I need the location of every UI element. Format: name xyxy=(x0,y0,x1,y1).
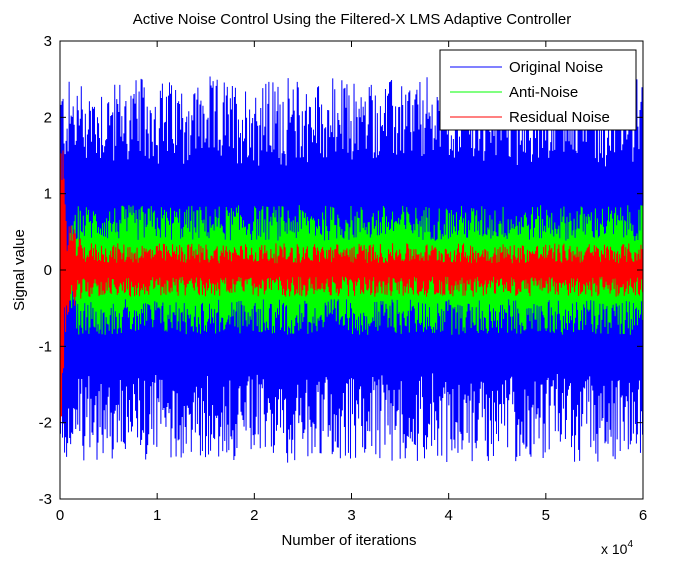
x-tick-label: 3 xyxy=(347,507,355,524)
y-axis-label: Signal value xyxy=(11,229,28,311)
x-multiplier-base: x 10 xyxy=(601,541,628,557)
y-tick-label: 1 xyxy=(44,186,52,203)
y-tick-label: -3 xyxy=(39,491,52,508)
x-tick-label: 1 xyxy=(153,507,161,524)
x-tick-label: 4 xyxy=(444,507,452,524)
x-tick-label: 0 xyxy=(56,507,64,524)
y-tick-label: 3 xyxy=(44,33,52,50)
x-tick-label: 5 xyxy=(542,507,550,524)
x-multiplier-exponent: 4 xyxy=(627,539,633,550)
chart-title: Active Noise Control Using the Filtered-… xyxy=(133,11,572,28)
legend-label: Original Noise xyxy=(509,59,603,76)
x-multiplier: x 104 xyxy=(601,539,633,557)
x-tick-label: 6 xyxy=(639,507,647,524)
legend: Original Noise Anti-Noise Residual Noise xyxy=(439,49,637,131)
y-tick-label: -1 xyxy=(39,338,52,355)
series-residual-noise-line xyxy=(60,117,643,422)
y-tick-label: 0 xyxy=(44,262,52,279)
y-tick-label: 2 xyxy=(44,109,52,126)
y-tick-label: -2 xyxy=(39,415,52,432)
x-axis-label: Number of iterations xyxy=(281,532,416,549)
axis-ticks: 0 1 2 3 4 5 6 3 2 1 0 -1 -2 -3 xyxy=(39,33,648,524)
plot-area xyxy=(60,76,643,463)
legend-label: Residual Noise xyxy=(509,109,610,126)
legend-label: Anti-Noise xyxy=(509,84,578,101)
x-tick-label: 2 xyxy=(250,507,258,524)
